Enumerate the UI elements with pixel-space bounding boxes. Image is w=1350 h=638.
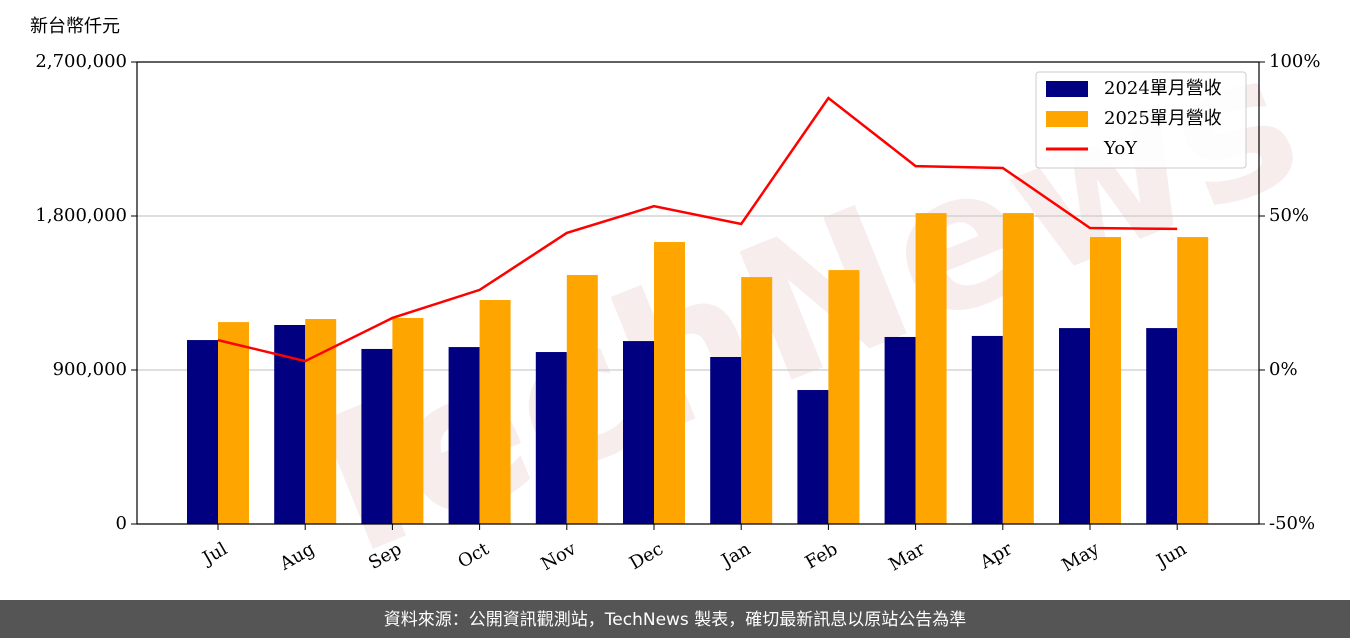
y2-tick-label: 50%: [1269, 205, 1309, 226]
footer-text: 資料來源：公開資訊觀測站，TechNews 製表，確切最新訊息以原站公告為準: [384, 610, 966, 630]
x-tick-label: Jun: [1152, 538, 1191, 573]
legend-label: 2024單月營收: [1104, 78, 1222, 99]
bar: [915, 213, 947, 524]
bar: [623, 341, 654, 524]
y-tick-label: 2,700,000: [35, 51, 127, 72]
legend-box: [1035, 71, 1247, 169]
legend-swatch: [1046, 111, 1088, 127]
legend-label: 2025單月營收: [1104, 108, 1222, 129]
bar: [1177, 237, 1209, 524]
x-tick-label: Feb: [802, 538, 842, 573]
y2-tick-label: 0%: [1269, 359, 1298, 380]
bar: [884, 336, 916, 524]
x-tick-label: Apr: [976, 538, 1016, 573]
bar: [654, 242, 685, 524]
bar: [218, 322, 249, 524]
bar: [187, 340, 218, 524]
bar: [710, 356, 742, 524]
bar: [1059, 328, 1090, 524]
legend-swatch: [1046, 81, 1088, 97]
bar: [741, 277, 773, 524]
x-tick-label: Dec: [626, 538, 667, 574]
bar: [535, 352, 567, 524]
legend-label: YoY: [1103, 138, 1138, 159]
bar: [1090, 237, 1121, 524]
x-tick-label: Nov: [537, 538, 580, 575]
bar: [392, 317, 424, 524]
y-tick-label: 1,800,000: [35, 205, 127, 226]
y2-tick-label: 100%: [1269, 51, 1320, 72]
bar: [797, 390, 829, 524]
bar: [448, 347, 480, 524]
footer-bar: [0, 600, 1350, 638]
bar: [361, 348, 393, 524]
x-tick-label: Jul: [197, 538, 231, 570]
y-tick-label: 900,000: [53, 359, 127, 380]
x-tick-label: May: [1058, 538, 1103, 576]
bar: [305, 319, 337, 524]
line: [217, 96, 1178, 363]
x-tick-label: Jan: [716, 538, 754, 572]
bar: [971, 335, 1003, 524]
x-tick-label: Mar: [885, 538, 929, 575]
y-axis-label: 新台幣仟元: [30, 16, 120, 37]
bar: [566, 275, 598, 524]
bar: [1146, 328, 1178, 524]
x-tick-label: Aug: [276, 538, 319, 575]
bar: [479, 300, 511, 524]
bar: [1002, 213, 1034, 524]
y-tick-label: 0: [116, 513, 127, 534]
bar: [828, 270, 860, 524]
plot-frame: [136, 61, 1260, 525]
y2-tick-label: -50%: [1269, 513, 1315, 534]
